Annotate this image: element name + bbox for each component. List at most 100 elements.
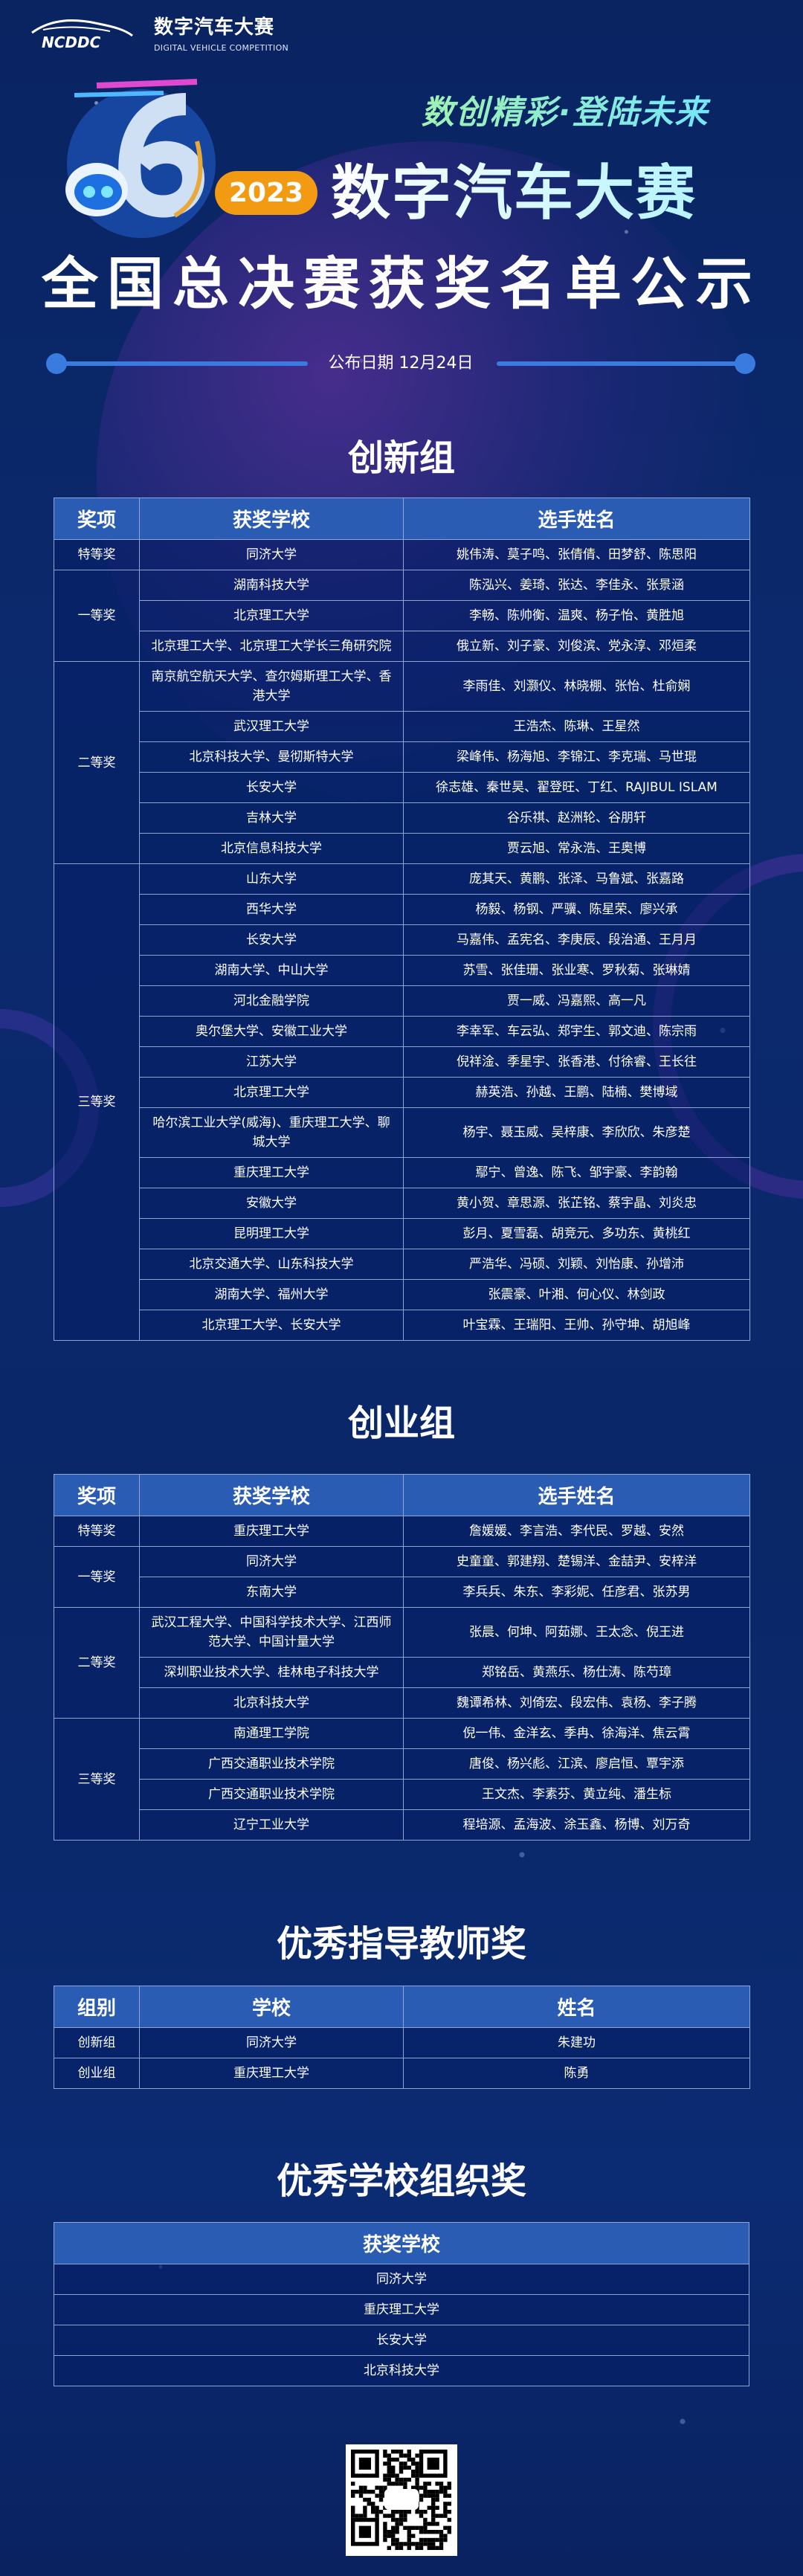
- school-cell: 哈尔滨工业大学(威海)、重庆理工大学、聊城大学: [139, 1107, 404, 1158]
- table-row: 奥尔堡大学、安徽工业大学 李幸军、车云弘、郑宇生、郭文迪、陈宗雨: [54, 1016, 750, 1047]
- school-cell: 河北金融学院: [139, 985, 404, 1017]
- table-row: 长安大学 马嘉伟、孟宪名、李庚辰、段治通、王月月: [54, 924, 750, 956]
- table-row: 广西交通职业技术学院 唐俊、杨兴彪、江滨、廖启恒、覃宇添: [54, 1748, 750, 1780]
- startup-section: 创业组 奖项 获奖学校 选手姓名 特等奖 重庆理工大学 詹媛媛、李言浩、李代民、罗越、安然…: [0, 1341, 803, 1841]
- column-header: 获奖学校: [139, 1474, 404, 1516]
- award-level: 二等奖: [54, 661, 140, 864]
- line-left: [57, 361, 308, 366]
- school-cell: 昆明理工大学: [139, 1218, 404, 1249]
- table-row: 武汉理工大学 王浩杰、陈琳、王星然: [54, 711, 750, 742]
- names-cell: 郑铭岳、黄燕乐、杨仕涛、陈芍璋: [403, 1657, 750, 1688]
- names-cell: 俄立新、刘子豪、刘俊滨、党永淳、邓烜柔: [403, 631, 750, 662]
- column-header: 选手姓名: [403, 498, 750, 540]
- school-cell: 同济大学: [139, 1546, 404, 1577]
- table-row: 创业组 重庆理工大学 陈勇: [54, 2058, 750, 2089]
- table-row: 深圳职业技术大学、桂林电子科技大学 郑铭岳、黄燕乐、杨仕涛、陈芍璋: [54, 1657, 750, 1688]
- qr-section: [0, 2386, 803, 2574]
- school-cell: 南京航空航天大学、查尔姆斯理工大学、香港大学: [139, 661, 404, 712]
- school-cell: 重庆理工大学: [139, 1157, 404, 1188]
- table-row: 北京理工大学、长安大学 叶宝霖、王瑞阳、王帅、孙守坤、胡旭峰: [54, 1310, 750, 1341]
- column-header: 学校: [139, 1986, 404, 2028]
- school-cell: 重庆理工大学: [139, 2058, 404, 2089]
- line-dot-right: [735, 353, 755, 374]
- table-row: 重庆理工大学 鄢宁、曾逸、陈飞、邹宇豪、李韵翰: [54, 1157, 750, 1188]
- names-cell: 梁峰伟、杨海旭、李锦江、李克瑞、马世琨: [403, 741, 750, 773]
- table-row: 昆明理工大学 彭月、夏雪磊、胡竞元、多功东、黄桃红: [54, 1218, 750, 1249]
- group-cell: 创新组: [54, 2027, 140, 2058]
- school-cell: 广西交通职业技术学院: [139, 1779, 404, 1810]
- names-cell: 严浩华、冯硕、刘颖、刘怡康、孙增沛: [403, 1249, 750, 1280]
- names-cell: 詹媛媛、李言浩、李代民、罗越、安然: [403, 1516, 750, 1547]
- names-cell: 鄢宁、曾逸、陈飞、邹宇豪、李韵翰: [403, 1157, 750, 1188]
- schools-title: 优秀学校组织奖: [276, 2160, 526, 2202]
- names-cell: 贾一威、冯嘉熙、高一凡: [403, 985, 750, 1017]
- names-cell: 张晨、何坤、阿茹娜、王太念、倪王进: [403, 1607, 750, 1658]
- school-cell: 同济大学: [139, 539, 404, 570]
- school-cell: 北京科技大学: [139, 1687, 404, 1719]
- table-row: 西华大学 杨毅、杨钢、严骥、陈星荣、廖兴承: [54, 894, 750, 925]
- school-cell: 北京交通大学、山东科技大学: [139, 1249, 404, 1280]
- publish-date-line: 公布日期 12月24日: [46, 353, 755, 374]
- names-cell: 程培源、孟海波、涂玉鑫、杨博、刘万奇: [403, 1809, 750, 1841]
- table-row: 一等奖 湖南科技大学 陈泓兴、姜琦、张达、李佳永、张景涵: [54, 570, 750, 662]
- name-cell: 陈勇: [403, 2058, 750, 2089]
- slogan: 数创精彩·登陆未来: [387, 94, 744, 132]
- school-cell: 武汉理工大学: [139, 711, 404, 742]
- school-cell: 北京理工大学: [139, 1077, 404, 1108]
- names-cell: 魏谭希林、刘倚宏、段宏伟、袁杨、李子腾: [403, 1687, 750, 1719]
- award-level: 一等奖: [54, 1546, 140, 1608]
- names-cell: 杨毅、杨钢、严骥、陈星荣、廖兴承: [403, 894, 750, 925]
- table-row: 长安大学: [54, 2325, 749, 2356]
- table-row: 北京信息科技大学 贾云旭、常永浩、王奥博: [54, 833, 750, 864]
- column-header: 姓名: [403, 1986, 750, 2028]
- logo-mark: NCDDC: [42, 33, 101, 51]
- table-row: 安徽大学 黄小贺、章思源、张芷铭、蔡宇晶、刘炎忠: [54, 1188, 750, 1219]
- school-cell: 西华大学: [139, 894, 404, 925]
- table-row: 创新组 同济大学 朱建功: [54, 2027, 750, 2058]
- car-logo-icon: NCDDC: [31, 19, 133, 51]
- names-cell: 王文杰、李素芬、黄立纯、潘生标: [403, 1779, 750, 1810]
- table-row: 长安大学 徐志雄、秦世昊、翟登旺、丁红、RAJIBUL ISLAM: [54, 772, 750, 803]
- school-cell: 同济大学: [54, 2264, 749, 2295]
- names-cell: 徐志雄、秦世昊、翟登旺、丁红、RAJIBUL ISLAM: [403, 772, 750, 803]
- table-row: 同济大学: [54, 2264, 749, 2295]
- school-cell: 北京理工大学、长安大学: [139, 1310, 404, 1341]
- school-cell: 湖南科技大学: [139, 570, 404, 601]
- school-cell: 江苏大学: [139, 1046, 404, 1078]
- school-cell: 北京理工大学、北京理工大学长三角研究院: [139, 631, 404, 662]
- names-cell: 李雨佳、刘灏仪、林晓棚、张怡、杜俞娴: [403, 661, 750, 712]
- table-row: 广西交通职业技术学院 王文杰、李素芬、黄立纯、潘生标: [54, 1779, 750, 1810]
- column-header: 获奖学校: [139, 498, 404, 540]
- table-row: 辽宁工业大学 程培源、孟海波、涂玉鑫、杨博、刘万奇: [54, 1809, 750, 1841]
- column-header: 获奖学校: [54, 2222, 749, 2264]
- names-cell: 马嘉伟、孟宪名、李庚辰、段治通、王月月: [403, 924, 750, 956]
- school-cell: 武汉工程大学、中国科学技术大学、江西师范大学、中国计量大学: [139, 1607, 404, 1658]
- award-level: 三等奖: [54, 1718, 140, 1841]
- table-row: 重庆理工大学: [54, 2294, 749, 2325]
- column-header: 选手姓名: [403, 1474, 750, 1516]
- line-right: [497, 361, 745, 366]
- school-cell: 山东大学: [139, 863, 404, 895]
- names-cell: 苏雪、张佳珊、张业寒、罗秋菊、张琳婧: [403, 955, 750, 986]
- names-cell: 叶宝霖、王瑞阳、王帅、孙守坤、胡旭峰: [403, 1310, 750, 1341]
- school-cell: 北京理工大学: [139, 600, 404, 631]
- table-row: 吉林大学 谷乐祺、赵洲轮、谷朋轩: [54, 802, 750, 834]
- school-cell: 广西交通职业技术学院: [139, 1748, 404, 1780]
- school-cell: 深圳职业技术大学、桂林电子科技大学: [139, 1657, 404, 1688]
- table-row: 北京交通大学、山东科技大学 严浩华、冯硕、刘颖、刘怡康、孙增沛: [54, 1249, 750, 1280]
- page-header: NCDDC 数字汽车大赛 DIGITAL VEHICLE COMPETITION…: [0, 0, 803, 416]
- names-cell: 陈泓兴、姜琦、张达、李佳永、张景涵: [403, 570, 750, 601]
- school-cell: 北京信息科技大学: [139, 833, 404, 864]
- school-cell: 南通理工学院: [139, 1718, 404, 1749]
- innovation-title: 创新组: [347, 437, 455, 479]
- table-header-row: 奖项 获奖学校 选手姓名: [54, 498, 750, 540]
- school-cell: 长安大学: [54, 2325, 749, 2356]
- names-cell: 史童童、郭建翔、楚锡洋、金喆尹、安梓洋: [403, 1546, 750, 1577]
- names-cell: 彭月、夏雪磊、胡竞元、多功东、黄桃红: [403, 1218, 750, 1249]
- table-row: 湖南大学、福州大学 张震豪、叶湘、何心仪、林剑政: [54, 1279, 750, 1310]
- table-header-row: 获奖学校: [54, 2222, 749, 2264]
- qr-code-icon: [346, 2444, 457, 2556]
- column-header: 组别: [54, 1986, 140, 2028]
- table-row: 哈尔滨工业大学(威海)、重庆理工大学、聊城大学 杨宇、聂玉威、吴梓康、李欣欣、朱彦…: [54, 1107, 750, 1158]
- column-header: 奖项: [54, 1474, 140, 1516]
